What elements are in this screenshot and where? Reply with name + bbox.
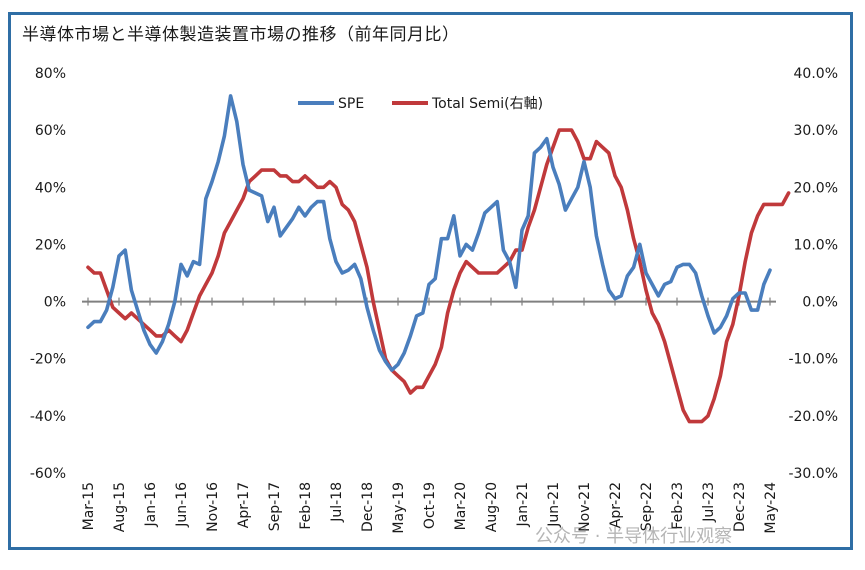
x-tick-label: Dec-23: [732, 482, 748, 532]
x-tick-label: Jan-16: [143, 482, 159, 528]
y-right-tick-label: 40.0%: [794, 66, 838, 82]
bottom-strip: [0, 556, 865, 570]
legend-label-spe: SPE: [338, 96, 364, 112]
x-axis: Mar-15 Aug-15 Jan-16 Jun-16 Nov-16 Apr-17 Sep-…: [81, 297, 779, 534]
y-left-tick-label: 40%: [35, 180, 66, 196]
x-tick-label: Mar-15: [81, 482, 97, 530]
y-right-tick-label: 10.0%: [794, 237, 838, 253]
x-tick-label: May-19: [391, 482, 407, 534]
y-right-tick-label: -10.0%: [788, 352, 838, 368]
y-left-tick-label: 60%: [35, 123, 66, 139]
x-tick-label: Sep-22: [639, 482, 655, 531]
x-tick-label: Aug-20: [484, 482, 500, 532]
x-tick-label: Jan-21: [515, 482, 531, 527]
y-left-tick-label: 80%: [35, 66, 66, 82]
y-left-tick-label: 20%: [35, 237, 66, 253]
y-axis-right: -30.0% -20.0% -10.0% 0.0% 10.0% 20.0% 30.0% 40.…: [788, 66, 838, 482]
x-tick-label: Nov-21: [577, 482, 593, 532]
x-tick-label: Nov-16: [205, 482, 221, 532]
x-tick-label: May-24: [763, 482, 779, 534]
chart-title: 半導体市場と半導体製造装置市場の推移（前年同月比）: [22, 25, 460, 45]
x-tick-label: Feb-23: [670, 482, 686, 530]
y-left-tick-label: -20%: [30, 352, 66, 368]
y-left-tick-label: 0%: [44, 295, 66, 311]
x-tick-label: Dec-18: [360, 482, 376, 532]
y-right-tick-label: -30.0%: [788, 466, 838, 482]
legend-label-total-semi: Total Semi(右軸): [431, 96, 543, 112]
y-right-tick-label: 0.0%: [802, 295, 838, 311]
x-tick-label: Jul-23: [701, 482, 717, 523]
x-tick-label: Aug-15: [112, 482, 128, 532]
x-tick-label: Feb-18: [298, 482, 314, 530]
series-line-total-semi: [86, 128, 791, 424]
x-tick-label: Apr-22: [608, 482, 624, 528]
x-tick-label: Jun-21: [546, 482, 562, 528]
legend: SPE Total Semi(右軸): [298, 96, 543, 112]
y-right-tick-label: -20.0%: [788, 409, 838, 425]
x-tick-label: Jul-18: [329, 482, 345, 523]
watermark: 公众号 · 半导体行业观察: [535, 526, 733, 547]
y-left-tick-label: -60%: [30, 466, 66, 482]
y-left-tick-label: -40%: [30, 409, 66, 425]
y-right-tick-label: 20.0%: [794, 180, 838, 196]
x-tick-label: Apr-17: [236, 482, 252, 528]
series-line-spe: [86, 94, 772, 372]
x-tick-label: Mar-20: [453, 482, 469, 530]
x-tick-label: Oct-19: [422, 482, 438, 529]
x-tick-label: Jun-16: [174, 482, 190, 528]
x-tick-label: Sep-17: [267, 482, 283, 531]
y-right-tick-label: 30.0%: [794, 123, 838, 139]
y-axis-left: -60% -40% -20% 0% 20% 40% 60% 80%: [30, 66, 66, 482]
